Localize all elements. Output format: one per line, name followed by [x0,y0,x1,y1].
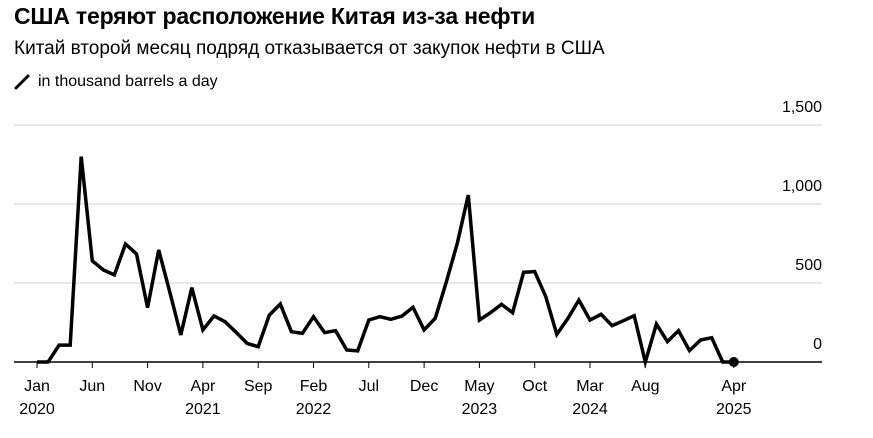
x-tick-label: Jan [24,378,50,395]
x-tick-label: Sep [244,378,273,395]
legend: in thousand barrels a day [14,73,218,91]
y-tick-label: 500 [795,257,822,274]
x-tick-year-label: 2025 [716,401,752,418]
x-tick-label: Dec [410,378,438,395]
chart-subtitle: Китай второй месяц подряд отказывается о… [14,38,605,59]
chart-title: США теряют расположение Китая из-за нефт… [14,3,536,29]
series-line [37,156,734,369]
x-tick-year-label: 2023 [462,401,498,418]
line-legend-icon [14,74,30,90]
x-tick-label: May [464,378,494,395]
x-tick-year-label: 2021 [185,401,221,418]
x-tick-year-label: 2022 [296,401,332,418]
y-tick-label: 1,000 [782,178,822,195]
x-tick-label: Nov [133,378,161,395]
y-tick-label: 0 [813,336,822,353]
legend-label: in thousand barrels a day [38,73,218,90]
y-tick-label: 1,500 [782,99,822,116]
x-tick-label: Feb [300,378,328,395]
x-tick-label: Oct [522,378,547,395]
last-data-point-marker [728,357,739,367]
x-tick-year-label: 2024 [572,401,608,418]
x-tick-label: Jun [79,378,105,395]
x-tick-label: Aug [631,378,659,395]
x-tick-label: Jul [359,378,379,395]
x-tick-year-label: 2020 [19,401,55,418]
x-tick-label: Apr [721,378,747,395]
x-tick-label: Apr [190,378,216,395]
x-tick-label: Mar [576,378,604,395]
